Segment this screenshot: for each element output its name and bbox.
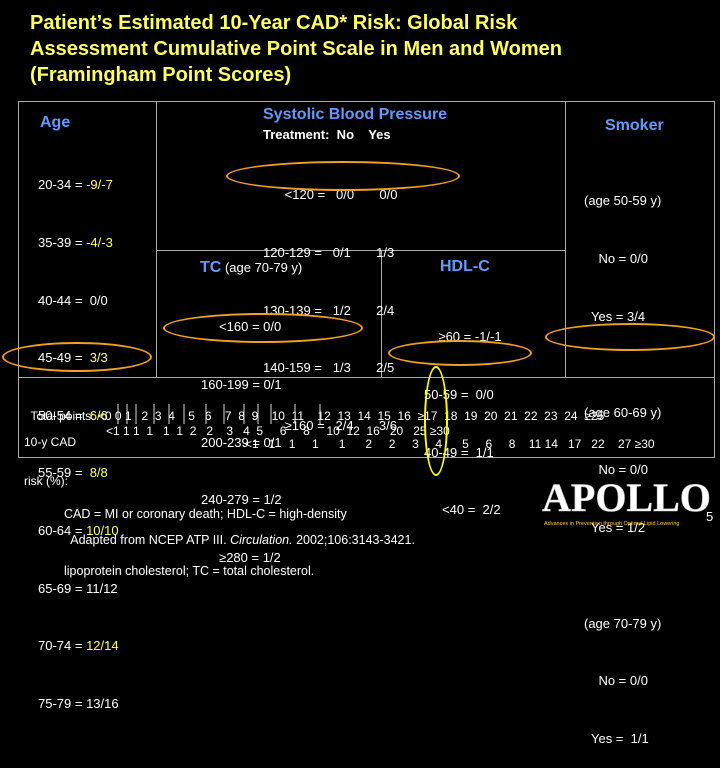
highlight-ring-smoker [545, 323, 715, 351]
smoker-header: Smoker [605, 117, 664, 134]
smoker-row: Yes = 1/1 [584, 731, 649, 747]
age-row: 70-74 = 12/14 [38, 638, 119, 654]
total-points-label: Total points: [30, 409, 95, 424]
divider-age [156, 102, 157, 377]
sbp-header: Systolic Blood Pressure [263, 106, 448, 123]
age-row: 40-44 = 0/0 [38, 292, 108, 308]
age-row: 55-59 = 8/8 [38, 465, 108, 481]
svg-text:Advances in Prevention through: Advances in Prevention through Optimal L… [544, 521, 679, 527]
apollo-logo-art: APOLLO Advances in Prevention through Op… [542, 475, 712, 527]
title-line-3: (Framingham Point Scores) [30, 64, 292, 86]
highlight-ring-sbp [226, 161, 460, 191]
source-suffix: 2002;106:3143-3421. [292, 533, 415, 547]
hdl-header: HDL-C [440, 258, 490, 275]
title-line-1: Patient’s Estimated 10-Year CAD* Risk: G… [30, 12, 518, 34]
smoker-row: Yes = 1/2 [584, 519, 646, 535]
hdl-row: <40 = 2/2 [424, 502, 501, 518]
risk-label: 10-y CAD risk (%): [24, 410, 76, 501]
age-row: 60-64 = 10/10 [38, 523, 119, 539]
risk-label-line-1: 10-y CAD [24, 435, 77, 449]
highlight-ring-age [2, 342, 152, 372]
apollo-logo: APOLLO Advances in Prevention through Op… [540, 473, 712, 534]
tc-row: 160-199 = 0/1 [201, 377, 282, 393]
title-line-2: Assessment Cumulative Point Scale in Men… [30, 38, 562, 60]
page-number: 5 [706, 509, 714, 524]
smoker-row: No = 0/0 [584, 251, 648, 267]
divider-sbp-bottom [156, 250, 565, 251]
smoker-row: (age 60-69 y) [584, 404, 662, 420]
risk-row-1: <1 1 1 1 1 1 2 2 3 4 5 6 8 10 12 16 20 2… [106, 424, 450, 438]
tc-header-note: (age 70-79 y) [221, 260, 303, 275]
smoker-row: (age 70-79 y) [584, 615, 662, 631]
source-citation: Adapted from NCEP ATP III. Circulation. … [64, 512, 415, 550]
risk-label-line-2: risk (%): [24, 474, 68, 488]
score-table-frame [18, 101, 715, 458]
sbp-row: 120-129 = 0/1 1/3 [263, 245, 395, 261]
age-row: 20-34 = -9/-7 [38, 177, 113, 193]
sbp-row: 140-159 = 1/3 2/5 [263, 360, 395, 376]
tc-header-row: TC (age 70-79 y) [200, 259, 302, 277]
smoker-row: No = 0/0 [584, 673, 648, 689]
highlight-ring-tc [163, 313, 363, 343]
age-header: Age [40, 114, 71, 131]
footnote-line-1: CAD = MI or coronary death; HDL-C = high… [64, 507, 347, 521]
source-prefix: Adapted from NCEP ATP III. [70, 533, 231, 547]
footnote-line-2: lipoprotein cholesterol; TC = total chol… [64, 564, 315, 578]
smoker-row: (age 50-59 y) [584, 193, 662, 209]
scale-tick-marks [117, 404, 321, 424]
tc-row: 240-279 = 1/2 [201, 492, 282, 508]
tc-header: TC [200, 259, 222, 276]
sbp-subheader: Treatment: No Yes [263, 127, 391, 142]
sbp-row: ≥160 = 2/4 3/6 [263, 417, 397, 433]
smoker-row: No = 0/0 [584, 462, 648, 478]
slide-title: Patient’s Estimated 10-Year CAD* Risk: G… [30, 10, 710, 88]
tc-row: 200-239 = 0/1 [201, 434, 282, 450]
smoker-row: Yes = 3/4 [584, 308, 646, 324]
age-row: 50-54 = 6/6 [38, 407, 108, 423]
highlight-ring-total [424, 366, 448, 476]
smoker-list: (age 50-59 y) No = 0/0 Yes = 3/4 (age 60… [584, 153, 661, 768]
total-points-values: <0 0 1 2 3 4 5 6 7 8 9 10 11 12 13 14 15… [97, 409, 605, 424]
highlight-ring-hdl [388, 340, 532, 366]
age-row: 75-79 = 13/16 [38, 695, 119, 711]
age-row: 35-39 = -4/-3 [38, 235, 113, 251]
sbp-list: <120 = 0/0 0/0 120-129 = 0/1 1/3 130-139… [263, 147, 397, 454]
svg-text:APOLLO: APOLLO [542, 475, 710, 520]
risk-row-2: <1 1 1 1 1 2 2 3 4 5 6 8 11 14 17 22 27 … [245, 437, 655, 451]
divider-smoker [565, 102, 566, 377]
divider-scale-top [19, 377, 714, 378]
source-journal: Circulation. [230, 533, 293, 547]
divider-tc-hdl [381, 250, 382, 377]
total-points-row: Total points: <0 0 1 2 3 4 5 6 7 8 9 10 … [24, 388, 604, 426]
sbp-row: <120 = 0/0 0/0 [263, 187, 398, 203]
